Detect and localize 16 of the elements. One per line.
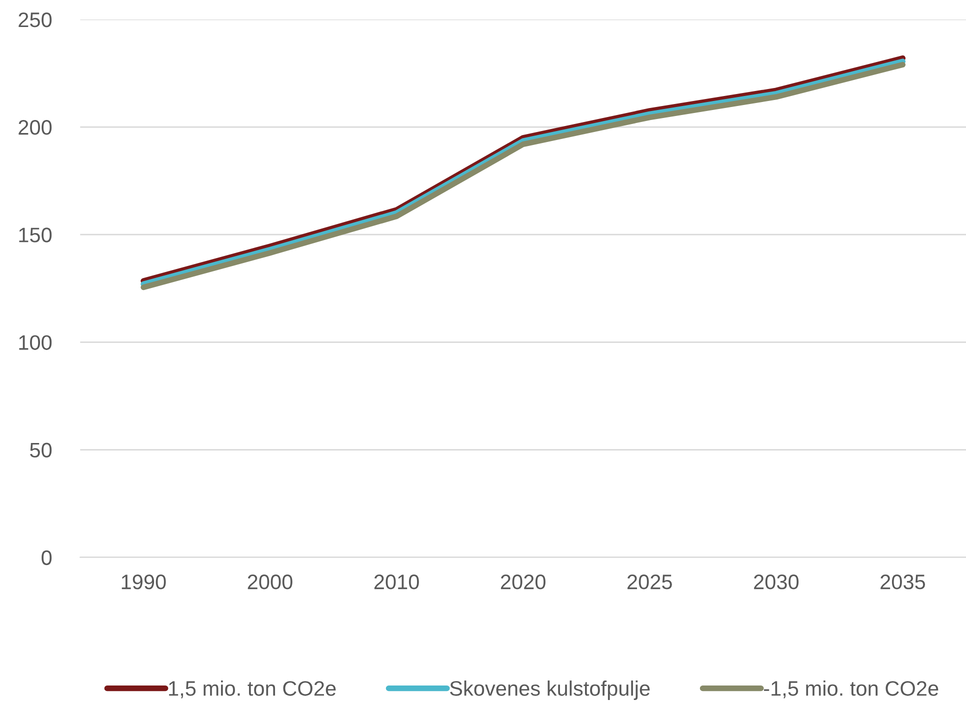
legend-label: -1,5 mio. ton CO2e [764, 680, 938, 698]
x-tick-label: 2010 [374, 574, 419, 590]
y-tick-label: 0 [42, 550, 52, 566]
y-tick-label: 250 [18, 12, 52, 28]
y-tick-label: 200 [18, 120, 52, 135]
y-tick-label: 150 [19, 228, 52, 242]
y-tick-label: 100 [19, 335, 52, 350]
x-tick-label: 2020 [500, 574, 546, 590]
x-tick-label: 2035 [880, 574, 926, 590]
y-tick-label: 50 [30, 442, 52, 458]
legend-label: Skovenes kulstofpulje [450, 680, 650, 700]
legend-label: 1,5 mio. ton CO2e [169, 680, 336, 698]
x-tick-label: 1990 [122, 574, 166, 590]
x-tick-label: 2000 [248, 574, 292, 590]
x-tick-label: 2030 [754, 574, 799, 590]
x-tick-label: 2025 [628, 574, 672, 590]
